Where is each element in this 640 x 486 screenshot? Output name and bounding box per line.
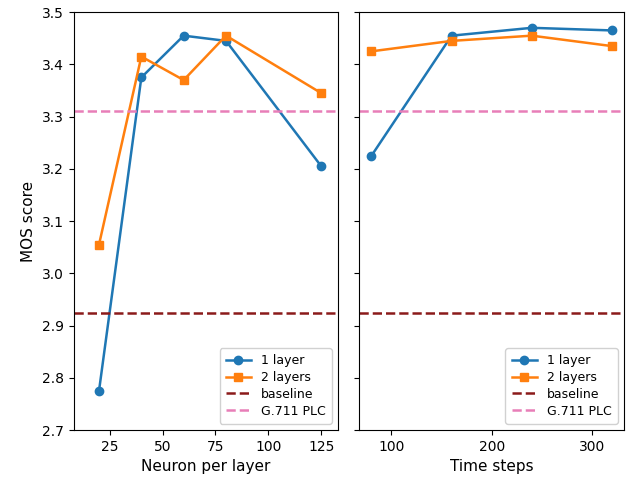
G.711 PLC	[287, 108, 295, 114]
2 layers	[138, 53, 145, 59]
Line: 1 layer: 1 layer	[367, 24, 616, 160]
1 layer	[95, 388, 103, 394]
2 layers	[608, 43, 616, 49]
baseline	[287, 310, 295, 315]
1 layer	[180, 33, 188, 38]
baseline	[55, 310, 63, 315]
baseline	[289, 310, 296, 315]
Legend: 1 layer, 2 layers, baseline, G.711 PLC: 1 layer, 2 layers, baseline, G.711 PLC	[220, 348, 332, 424]
G.711 PLC	[55, 108, 63, 114]
2 layers	[317, 90, 325, 96]
Line: 2 layers: 2 layers	[367, 32, 616, 55]
X-axis label: Neuron per layer: Neuron per layer	[141, 459, 271, 474]
X-axis label: Time steps: Time steps	[450, 459, 534, 474]
1 layer	[608, 28, 616, 34]
1 layer	[222, 38, 230, 44]
2 layers	[528, 33, 536, 38]
Y-axis label: MOS score: MOS score	[21, 181, 36, 261]
2 layers	[180, 77, 188, 83]
G.711 PLC	[53, 108, 61, 114]
baseline	[53, 310, 61, 315]
1 layer	[367, 153, 375, 159]
2 layers	[95, 242, 103, 247]
G.711 PLC	[289, 108, 296, 114]
1 layer	[138, 74, 145, 80]
2 layers	[222, 33, 230, 38]
1 layer	[448, 33, 456, 38]
Line: 2 layers: 2 layers	[95, 32, 326, 249]
1 layer	[317, 163, 325, 169]
Legend: 1 layer, 2 layers, baseline, G.711 PLC: 1 layer, 2 layers, baseline, G.711 PLC	[506, 348, 618, 424]
2 layers	[448, 38, 456, 44]
Line: 1 layer: 1 layer	[95, 32, 326, 395]
2 layers	[367, 49, 375, 54]
1 layer	[528, 25, 536, 31]
